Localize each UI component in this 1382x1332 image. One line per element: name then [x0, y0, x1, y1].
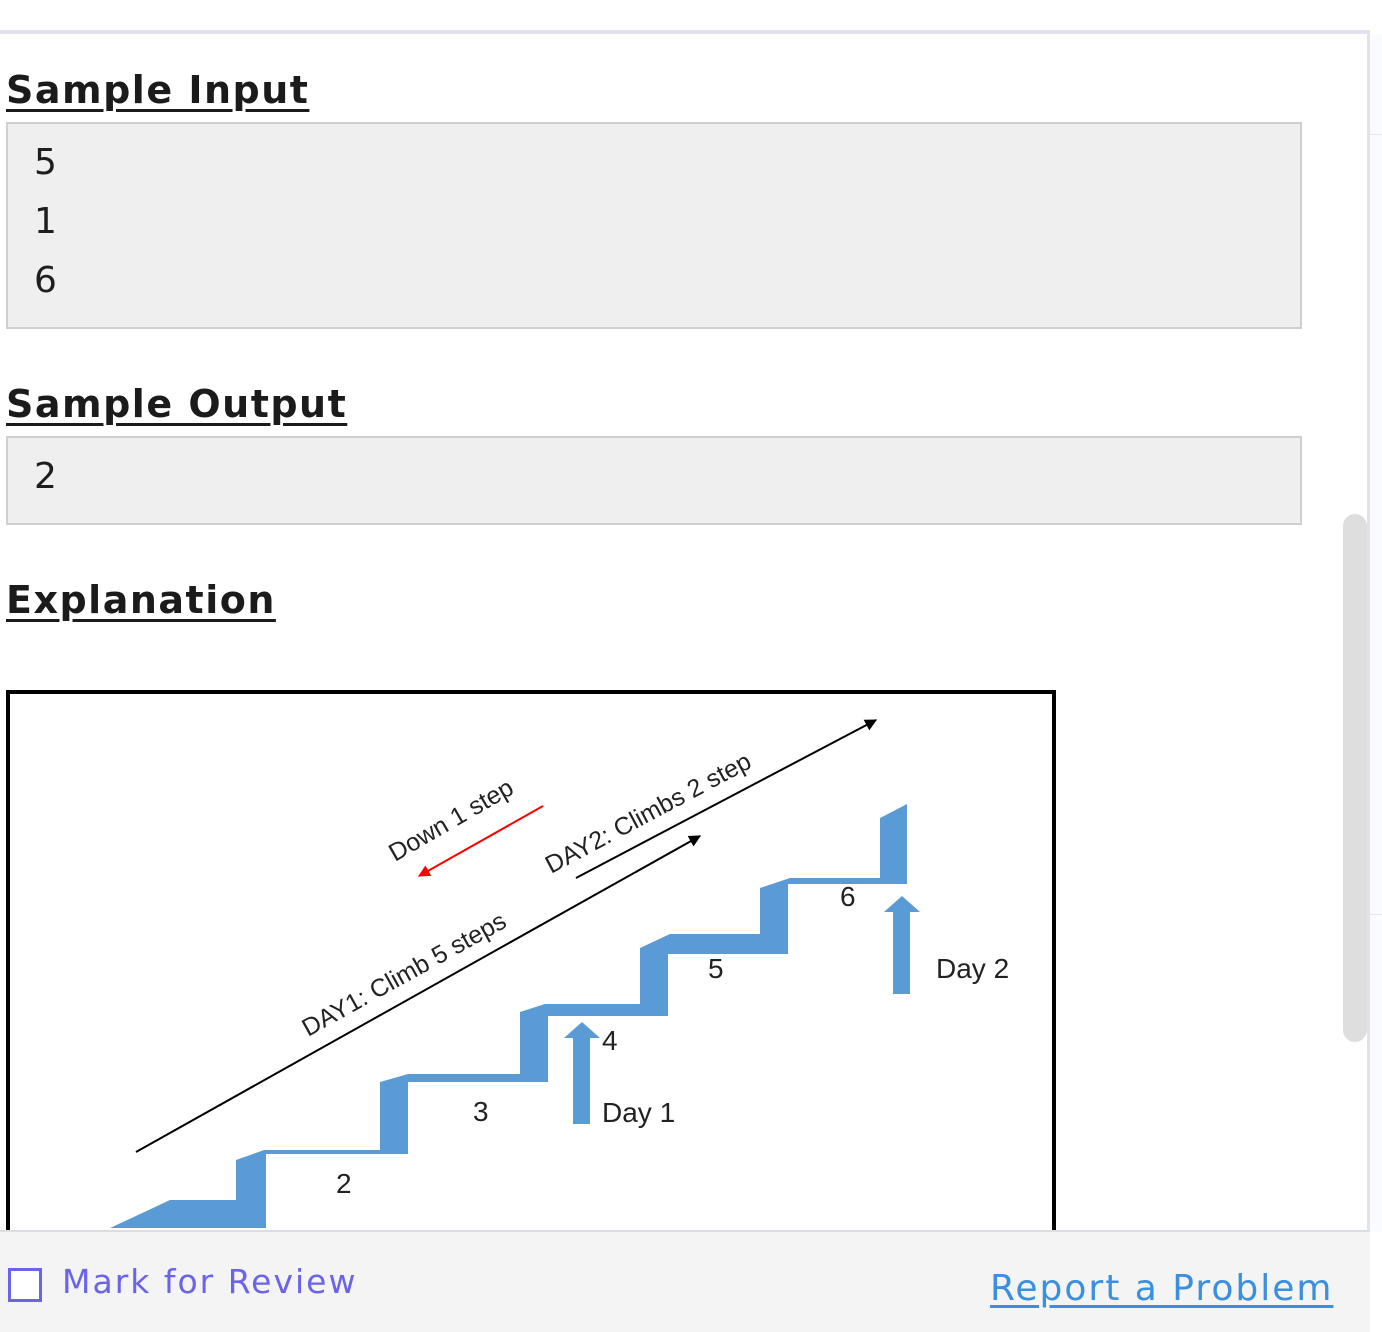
day1-climb-label: DAY1: Climb 5 steps [297, 907, 511, 1042]
day2-up-arrow [884, 896, 920, 994]
explanation-diagram: DAY1: Climb 5 steps DAY2: Climbs 2 step … [6, 690, 1056, 1250]
sample-output-heading: Sample Output [6, 382, 348, 426]
side-panel-tick [1370, 914, 1382, 915]
mark-for-review-label[interactable]: Mark for Review [62, 1262, 358, 1301]
day1-up-arrow [564, 1022, 600, 1124]
side-panel-tick [1370, 134, 1382, 135]
day1-label: Day 1 [602, 1097, 675, 1128]
staircase-illustration: DAY1: Climb 5 steps DAY2: Climbs 2 step … [110, 719, 1009, 1228]
step-number: 6 [840, 881, 856, 912]
down-arrow [417, 805, 544, 877]
sample-input-box: 5 1 6 [6, 122, 1302, 329]
side-panel-edge [1370, 34, 1382, 1232]
staircase [110, 804, 907, 1228]
down-step-label: Down 1 step [384, 773, 518, 867]
day2-label: Day 2 [936, 953, 1009, 984]
report-problem-link[interactable]: Report a Problem [990, 1268, 1334, 1309]
day1-climb-arrow [135, 835, 702, 1153]
step-number: 2 [336, 1168, 352, 1199]
step-number: 4 [602, 1025, 618, 1056]
explanation-heading: Explanation [6, 578, 276, 622]
panel-divider [1367, 30, 1370, 1232]
sample-output-line: 2 [34, 456, 57, 497]
mark-for-review-checkbox[interactable] [8, 1268, 42, 1302]
sample-output-box: 2 [6, 436, 1302, 525]
step-number: 5 [708, 953, 724, 984]
day2-climb-label: DAY2: Climbs 2 step [541, 747, 756, 879]
sample-input-line: 6 [34, 260, 57, 301]
day2-climb-arrow [575, 719, 878, 879]
sample-input-heading: Sample Input [6, 68, 310, 112]
footer-bar: Mark for Review Report a Problem [0, 1230, 1370, 1332]
sample-input-line: 5 [34, 142, 57, 183]
scrollbar-thumb[interactable] [1343, 514, 1367, 1042]
sample-input-line: 1 [34, 201, 57, 242]
content-top-border [0, 30, 1370, 34]
step-number: 3 [473, 1096, 489, 1127]
